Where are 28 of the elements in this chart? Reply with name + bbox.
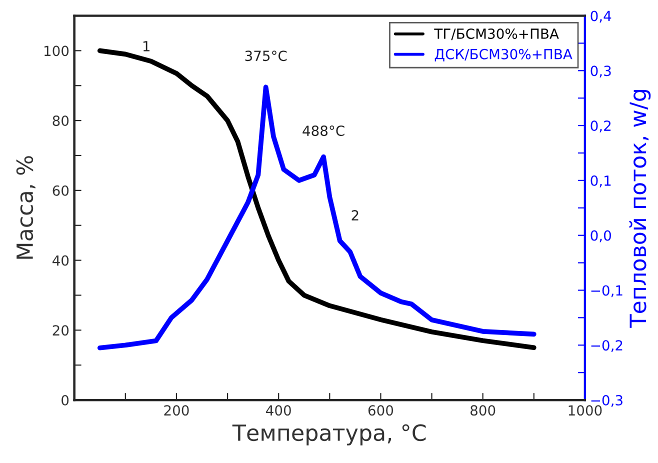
x-tick-label: 600: [368, 405, 394, 416]
x-tick-label: 400: [266, 405, 291, 416]
y2-axis-title: Тепловой поток, w/g: [629, 90, 651, 328]
y2-tick-label: 0,2: [590, 120, 611, 132]
x-axis-title: Температура, °C: [232, 424, 426, 446]
y-axis-title: Масса, %: [16, 156, 36, 259]
annotation: 375°C: [245, 50, 287, 62]
x-tick-label: 1000: [568, 405, 602, 416]
y-tick-label: 100: [44, 46, 69, 56]
annotation: 488°C: [302, 126, 344, 136]
y-tick-label: 80: [52, 116, 69, 126]
y-tick-label: 40: [52, 255, 69, 266]
y2-tick-label: −0,2: [591, 340, 622, 352]
x-tick-label: 800: [470, 405, 496, 416]
x-tick-label: 200: [164, 405, 189, 416]
y2-tick-label: 0,0: [590, 230, 611, 242]
y2-tick-label: 0,1: [590, 175, 611, 188]
legend-label: ТГ/БСМ30%+ПВА: [434, 28, 559, 40]
legend-label: ДСК/БСМ30%+ПВА: [434, 48, 572, 62]
y-tick-label: 0: [62, 395, 69, 406]
annotation: 1: [143, 41, 150, 52]
y2-tick-label: −0,3: [591, 395, 622, 407]
y2-tick-label: −0,1: [591, 285, 622, 298]
y2-tick-label: 0,4: [590, 10, 612, 23]
y-tick-label: 60: [52, 185, 69, 196]
y-tick-label: 20: [52, 325, 69, 336]
annotation: 2: [352, 210, 358, 220]
y2-tick-label: 0,3: [590, 66, 611, 78]
